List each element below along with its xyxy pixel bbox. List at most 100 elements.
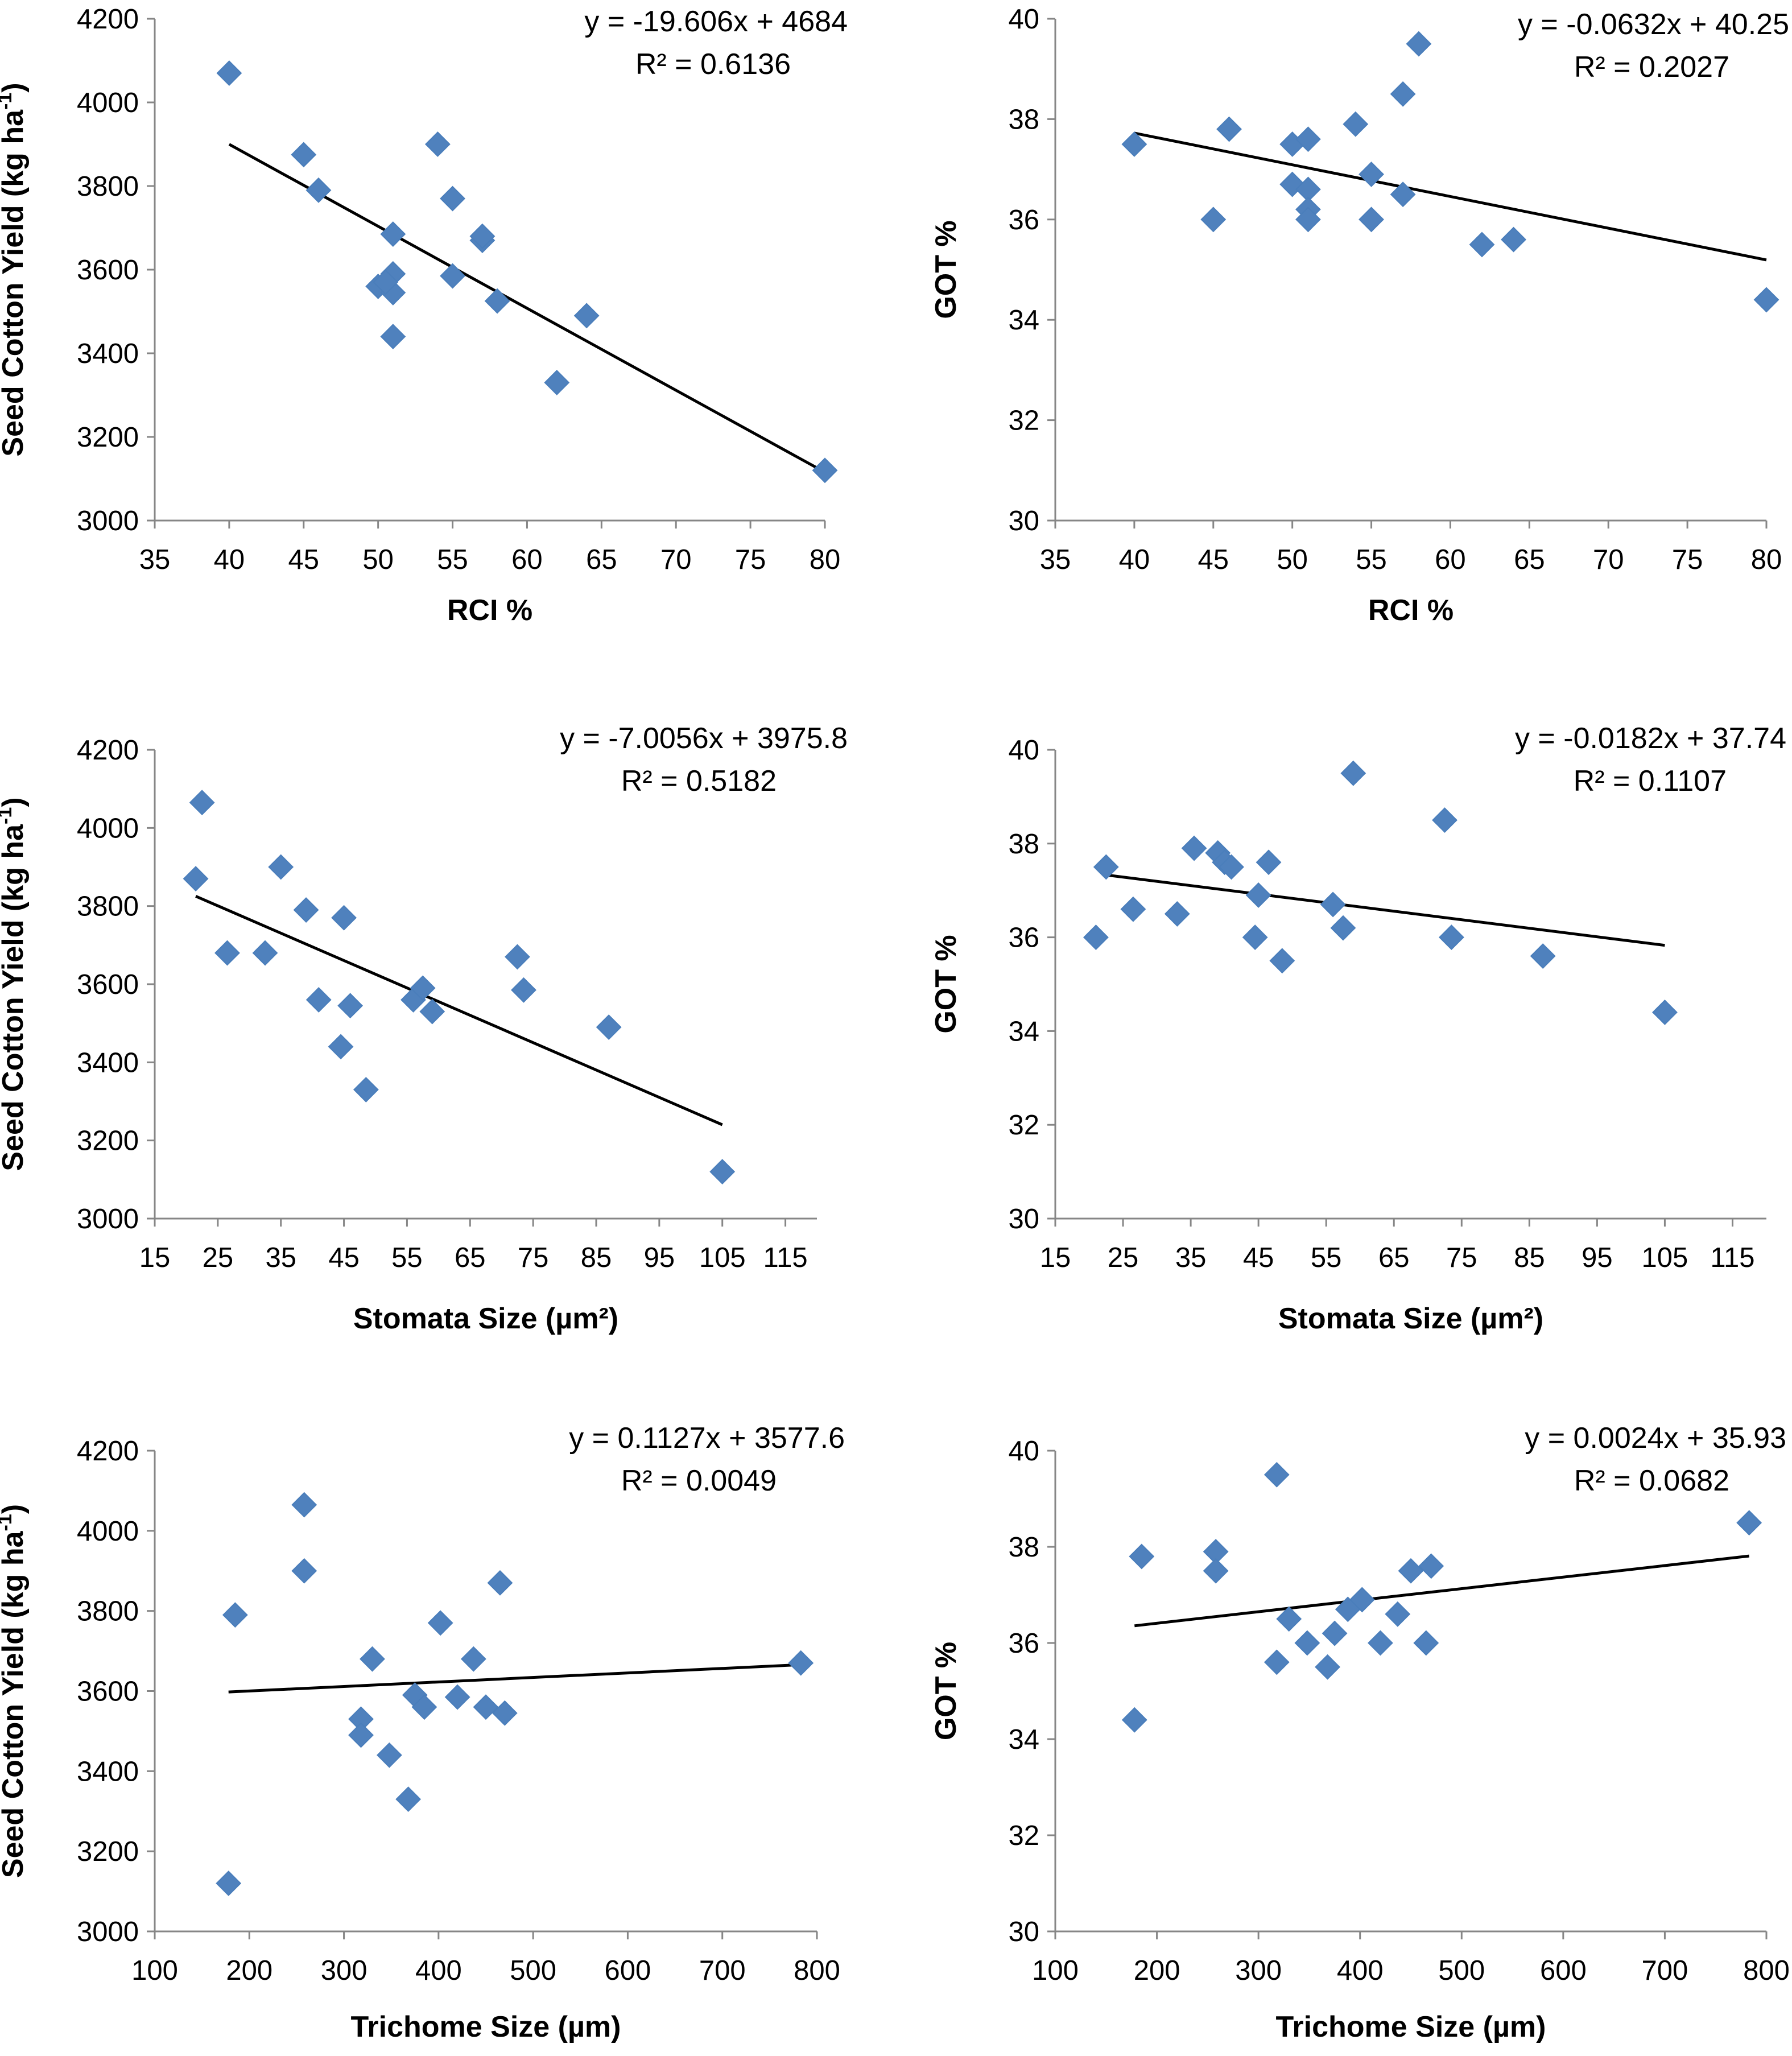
y-tick-label: 36 xyxy=(1008,923,1039,953)
data-point xyxy=(1413,1630,1439,1656)
y-tick-label: 4200 xyxy=(77,4,139,35)
trendline xyxy=(228,1663,801,1694)
y-tick-label: 40 xyxy=(1008,735,1039,766)
data-point xyxy=(268,854,294,880)
y-tick-label: 30 xyxy=(1008,506,1039,536)
data-point xyxy=(337,993,364,1019)
data-point xyxy=(291,1558,317,1584)
x-tick-label: 80 xyxy=(1751,544,1782,575)
trendline xyxy=(195,895,723,1126)
data-point xyxy=(596,1014,622,1040)
data-point xyxy=(1418,1553,1444,1579)
y-tick-label: 3000 xyxy=(77,1917,139,1947)
data-point xyxy=(1164,901,1190,927)
regression-equation: y = -7.0056x + 3975.8 xyxy=(560,722,848,755)
data-point xyxy=(424,131,451,157)
x-tick-label: 35 xyxy=(139,544,171,575)
y-axis-title-main: GOT % xyxy=(930,1642,963,1740)
x-tick-label: 300 xyxy=(1235,1955,1282,1986)
data-point xyxy=(460,1646,486,1672)
regression-equation: y = 0.0024x + 35.93 xyxy=(1525,1422,1786,1455)
data-point xyxy=(1295,207,1321,233)
data-point xyxy=(1245,882,1271,908)
data-point xyxy=(1121,131,1147,157)
x-tick-label: 60 xyxy=(1435,544,1466,575)
x-tick-label: 70 xyxy=(660,544,692,575)
chart-trichome-vs-got: 30 32 34 36 38 40 100 200 300 400 500 600 700 800 y = … xyxy=(930,1422,1790,2043)
data-point xyxy=(1385,1601,1411,1627)
y-axis-title-main: Seed Cotton Yield (kg ha xyxy=(0,824,30,1171)
chart-rci-vs-yield: 3000 3200 3400 3600 3800 4000 4200 35 40 45 50 55 60… xyxy=(0,4,848,627)
data-point xyxy=(360,1646,385,1672)
data-point xyxy=(1269,948,1295,974)
y-tick-label: 4000 xyxy=(77,88,139,118)
y-axis-title-superscript: -1 xyxy=(0,807,16,824)
data-point xyxy=(376,1742,402,1768)
x-tick-label: 65 xyxy=(586,544,617,575)
chart-stomata-vs-got: 30 32 34 36 38 40 15 25 35 45 55 65 75 85 95 105 115 y = … xyxy=(930,722,1786,1335)
x-tick-label: 115 xyxy=(763,1242,808,1273)
x-tick-label: 100 xyxy=(1032,1955,1079,1986)
y-tick-label: 34 xyxy=(1008,1724,1039,1755)
x-tick-label: 25 xyxy=(1108,1242,1139,1273)
data-point xyxy=(573,303,600,329)
y-tick-label: 30 xyxy=(1008,1204,1039,1235)
data-point xyxy=(1501,226,1526,253)
y-axis-title: GOT % xyxy=(930,935,963,1033)
x-tick-label: 45 xyxy=(1198,544,1229,575)
regression-equation: y = -19.606x + 4684 xyxy=(584,5,848,38)
y-axis-title-superscript: -1 xyxy=(0,1514,16,1531)
x-tick-label: 35 xyxy=(265,1242,296,1273)
x-tick-label: 45 xyxy=(1243,1242,1274,1273)
data-point xyxy=(1406,31,1432,57)
y-tick-label: 36 xyxy=(1008,205,1039,236)
x-tick-label: 65 xyxy=(1514,544,1545,575)
data-point xyxy=(1256,849,1282,876)
x-tick-label: 55 xyxy=(1356,544,1387,575)
data-point xyxy=(305,177,332,203)
x-tick-label: 105 xyxy=(699,1242,746,1273)
data-point xyxy=(1469,232,1495,258)
r-squared: R² = 0.0049 xyxy=(621,1464,777,1497)
x-axis-title: Stomata Size (µm²) xyxy=(1278,1302,1543,1335)
data-point xyxy=(487,1570,513,1596)
r-squared: R² = 0.1107 xyxy=(1574,765,1727,798)
x-tick-label: 100 xyxy=(131,1955,178,1986)
data-point xyxy=(380,324,406,350)
x-tick-label: 65 xyxy=(455,1242,486,1273)
x-tick-label: 800 xyxy=(1743,1955,1790,1986)
y-tick-label: 3200 xyxy=(77,1126,139,1157)
data-point xyxy=(1390,81,1416,107)
x-tick-label: 300 xyxy=(321,1955,368,1986)
y-tick-label: 3200 xyxy=(77,422,139,453)
y-axis-title-tail: ) xyxy=(0,1504,30,1514)
x-tick-label: 500 xyxy=(1438,1955,1485,1986)
data-point xyxy=(1359,207,1384,233)
data-point xyxy=(1340,760,1366,786)
x-tick-label: 500 xyxy=(510,1955,556,1986)
data-point xyxy=(1181,835,1207,861)
y-tick-label: 3800 xyxy=(77,891,139,922)
data-point xyxy=(1216,116,1242,142)
y-axis-title-tail: ) xyxy=(0,82,30,92)
data-point xyxy=(1264,1462,1290,1488)
y-tick-label: 4200 xyxy=(77,1436,139,1467)
x-tick-label: 600 xyxy=(1540,1955,1587,1986)
data-point xyxy=(1294,1630,1320,1656)
data-point xyxy=(419,998,445,1025)
data-point xyxy=(544,370,570,395)
y-tick-label: 3400 xyxy=(77,1756,139,1787)
data-point xyxy=(505,944,530,970)
y-tick-label: 32 xyxy=(1008,406,1039,436)
r-squared: R² = 0.5182 xyxy=(621,765,777,798)
data-point xyxy=(216,60,242,86)
y-tick-label: 3400 xyxy=(77,338,139,369)
x-tick-label: 50 xyxy=(1277,544,1308,575)
trendline xyxy=(228,143,826,474)
y-tick-label: 3600 xyxy=(77,255,139,286)
data-point xyxy=(1295,126,1321,152)
x-axis-title: Stomata Size (µm²) xyxy=(353,1302,618,1335)
data-point xyxy=(1652,1000,1678,1025)
y-tick-label: 32 xyxy=(1008,1110,1039,1141)
data-point xyxy=(1219,854,1244,880)
